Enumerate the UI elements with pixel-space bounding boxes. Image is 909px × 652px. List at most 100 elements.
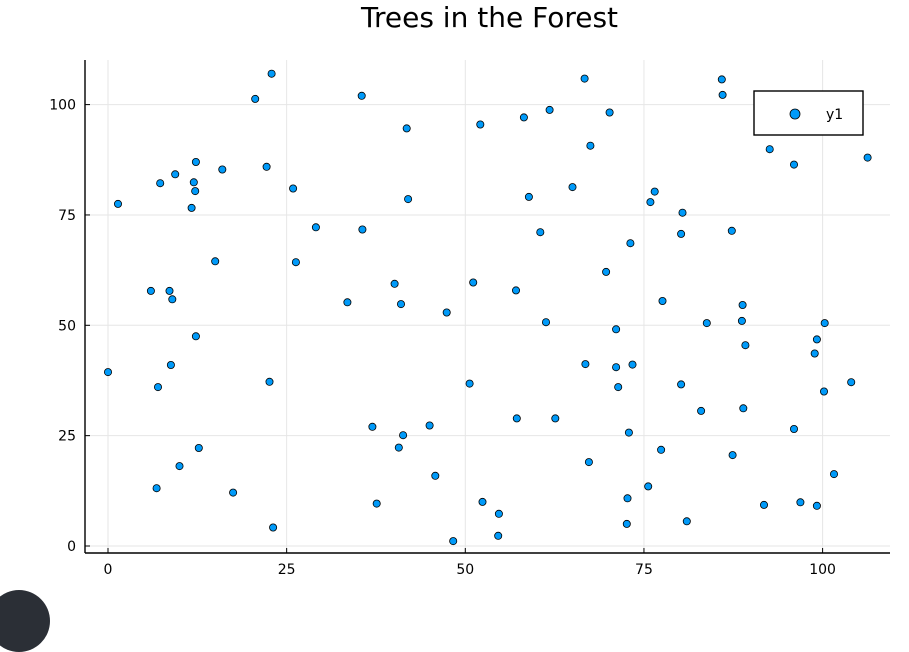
scatter-point [646, 198, 655, 207]
scatter-point [612, 363, 621, 372]
chart-title: Trees in the Forest [360, 1, 619, 34]
scatter-point [602, 267, 611, 276]
scatter-point [191, 157, 200, 166]
scatter-point [678, 208, 687, 217]
tick-labels: 0 25 50 75 100 0 25 50 75 100 [49, 98, 836, 578]
scatter-point [289, 184, 298, 193]
scatter-point [171, 170, 180, 179]
x-tick-label: 25 [278, 562, 296, 578]
scatter-point [718, 90, 727, 99]
scatter-point [551, 414, 560, 423]
scatter-point [717, 75, 726, 84]
scatter-point [390, 279, 399, 288]
scatter-point [657, 445, 666, 454]
scatter-point [469, 278, 478, 287]
scatter-point [697, 406, 706, 415]
scatter-point [605, 108, 614, 117]
y-tick-label: 100 [49, 98, 76, 114]
scatter-point [612, 325, 621, 334]
scatter-point [519, 113, 528, 122]
scatter-point [153, 383, 162, 392]
scatter-point [820, 319, 829, 328]
scatter-chart: 0 25 50 75 100 0 25 50 75 100 y1 [49, 60, 890, 578]
scatter-point [358, 225, 367, 234]
scatter-point [790, 160, 799, 169]
scatter-point [343, 298, 352, 307]
scatter-point [442, 308, 451, 317]
scatter-point [628, 360, 637, 369]
scatter-point [191, 332, 200, 341]
scatter-point [404, 195, 413, 204]
legend-marker [789, 108, 801, 120]
scatter-point [187, 203, 196, 212]
scatter-point [682, 517, 691, 526]
scatter-point [586, 141, 595, 150]
scatter-point [189, 178, 198, 187]
scatter-point [211, 257, 220, 266]
scatter-point [584, 458, 593, 467]
scatter-point [622, 519, 631, 528]
scatter-point [524, 192, 533, 201]
scatter-point [168, 295, 177, 304]
scatter-point [291, 258, 300, 267]
scatter-point [765, 145, 774, 154]
scatter-point [847, 378, 856, 387]
data-points [104, 69, 872, 546]
legend: y1 [753, 90, 864, 136]
y-tick-label: 25 [58, 429, 76, 445]
scatter-point [581, 360, 590, 369]
scatter-point [542, 318, 551, 327]
scatter-point [311, 223, 320, 232]
scatter-point [262, 162, 271, 171]
scatter-point [580, 74, 589, 83]
scatter-point [267, 69, 276, 78]
scatter-point [658, 296, 667, 305]
scatter-point [624, 428, 633, 437]
scatter-point [394, 443, 403, 452]
x-tick-label: 100 [809, 562, 836, 578]
scatter-point [166, 360, 175, 369]
scatter-point [810, 349, 819, 358]
legend-label: y1 [826, 107, 843, 123]
scatter-point [269, 523, 278, 532]
scatter-point [790, 424, 799, 433]
scatter-point [229, 488, 238, 497]
y-tick-label: 0 [67, 539, 76, 555]
scatter-point [626, 239, 635, 248]
scatter-point [545, 105, 554, 114]
scatter-point [568, 183, 577, 192]
scatter-point [104, 368, 113, 377]
scatter-point [194, 443, 203, 452]
scatter-point [465, 379, 474, 388]
scatter-point [614, 383, 623, 392]
scatter-point [512, 286, 521, 295]
scatter-point [372, 499, 381, 508]
scatter-point [677, 380, 686, 389]
y-tick-label: 50 [58, 318, 76, 334]
scatter-point [739, 404, 748, 413]
scatter-point [741, 341, 750, 350]
scatter-point [623, 494, 632, 503]
scatter-point [737, 316, 746, 325]
scatter-point [152, 484, 161, 493]
scatter-point [677, 229, 686, 238]
scatter-point [812, 501, 821, 510]
scatter-point [478, 497, 487, 506]
scatter-point [425, 421, 434, 430]
axes [84, 60, 890, 554]
x-tick-label: 0 [104, 562, 113, 578]
scatter-point [796, 498, 805, 507]
scatter-point [820, 387, 829, 396]
scatter-point [399, 431, 408, 440]
scatter-point [449, 537, 458, 546]
scatter-point [863, 153, 872, 162]
scatter-point [727, 226, 736, 235]
scatter-point [702, 319, 711, 328]
scatter-point [402, 124, 411, 133]
scatter-point [191, 187, 200, 196]
scatter-point [431, 471, 440, 480]
scatter-point [494, 531, 503, 540]
plot-frame: Trees in the Forest 0 25 50 75 100 0 25 50 75 100… [0, 1, 890, 652]
scatter-point [812, 335, 821, 344]
scatter-point [175, 462, 184, 471]
